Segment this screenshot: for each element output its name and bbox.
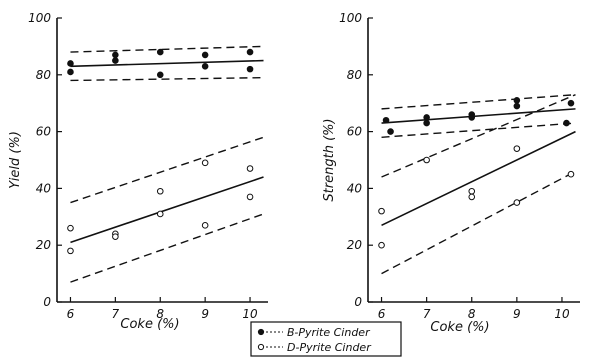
x-tick-label: 9 bbox=[201, 307, 209, 321]
b-pyrite-data-point bbox=[67, 68, 74, 76]
d-pyrite-data-point bbox=[567, 170, 575, 178]
b-pyrite-data-point bbox=[112, 51, 119, 59]
d-pyrite-data-point bbox=[201, 159, 209, 167]
d-pyrite-upper-band-line bbox=[381, 94, 576, 178]
legend-marker-b-pyrite bbox=[257, 328, 265, 336]
x-axis-title: Coke (%) bbox=[430, 320, 489, 335]
b-pyrite-data-point bbox=[387, 128, 394, 135]
y-tick-label: 0 bbox=[354, 295, 362, 309]
b-pyrite-data-point bbox=[513, 97, 521, 104]
x-axis-title: Coke (%) bbox=[120, 317, 179, 332]
d-pyrite-data-point bbox=[112, 233, 119, 240]
b-pyrite-data-point bbox=[201, 62, 209, 70]
b-pyrite-data-point bbox=[201, 51, 209, 59]
legend-marker-d-pyrite bbox=[257, 343, 265, 351]
y-tick-label: 100 bbox=[339, 11, 362, 25]
d-pyrite-lower-band-line bbox=[70, 213, 264, 283]
b-pyrite-data-point bbox=[423, 114, 430, 121]
d-pyrite-regression-line bbox=[70, 176, 264, 244]
d-pyrite-data-point bbox=[423, 156, 430, 164]
x-tick-label: 7 bbox=[423, 307, 431, 321]
b-pyrite-data-point bbox=[67, 60, 74, 67]
legend-label: B-Pyrite Cinder bbox=[287, 326, 371, 339]
x-tick-label: 7 bbox=[112, 307, 120, 321]
b-pyrite-data-point bbox=[246, 48, 254, 56]
d-pyrite-data-point bbox=[468, 187, 476, 195]
b-pyrite-data-point bbox=[423, 119, 430, 127]
yield-chart-panel: 0 20 40 60 80 100 6 7 8 9 10 Coke (%) Yield (%) bbox=[8, 11, 268, 332]
b-pyrite-regression-line bbox=[70, 59, 264, 68]
d-pyrite-data-point bbox=[201, 222, 209, 229]
d-pyrite-data-point bbox=[67, 224, 74, 232]
x-tick-label: 6 bbox=[67, 307, 75, 321]
d-pyrite-regression-line bbox=[381, 130, 576, 227]
d-pyrite-data-point bbox=[468, 193, 476, 201]
d-pyrite-data-point bbox=[513, 145, 521, 152]
d-pyrite-data-point bbox=[156, 210, 164, 218]
y-tick-label: 80 bbox=[36, 68, 52, 82]
y-tick-label: 40 bbox=[347, 181, 363, 195]
d-pyrite-data-point bbox=[378, 207, 385, 215]
x-tick-label: 9 bbox=[513, 307, 521, 321]
legend-label: D-Pyrite Cinder bbox=[287, 341, 372, 354]
b-pyrite-lower-band-line bbox=[381, 122, 576, 138]
y-axis-title: Strength (%) bbox=[322, 118, 337, 201]
b-pyrite-data-point bbox=[246, 65, 254, 73]
b-pyrite-data-point bbox=[513, 102, 521, 110]
legend: B-Pyrite Cinder D-Pyrite Cinder bbox=[250, 321, 402, 357]
b-pyrite-upper-band-line bbox=[70, 45, 264, 53]
b-pyrite-data-point bbox=[156, 71, 164, 79]
b-pyrite-data-point bbox=[156, 48, 164, 56]
d-pyrite-data-point bbox=[156, 187, 164, 195]
legend-box bbox=[250, 321, 402, 357]
y-axis-title: Yield (%) bbox=[8, 131, 23, 189]
y-tick-label: 0 bbox=[43, 295, 51, 309]
y-tick-label: 40 bbox=[36, 181, 52, 195]
strength-chart-panel: 0 20 40 60 80 100 6 7 8 9 10 Coke (%) Strength (%) bbox=[322, 11, 580, 335]
x-tick-label: 6 bbox=[378, 307, 386, 321]
y-tick-label: 20 bbox=[36, 238, 52, 252]
d-pyrite-data-point bbox=[513, 199, 521, 206]
x-tick-label: 8 bbox=[468, 307, 476, 321]
d-pyrite-data-point bbox=[67, 247, 74, 255]
y-tick-label: 80 bbox=[347, 68, 363, 82]
d-pyrite-upper-band-line bbox=[70, 136, 264, 204]
d-pyrite-data-point bbox=[246, 193, 254, 201]
b-pyrite-data-point bbox=[112, 57, 119, 64]
d-pyrite-data-point bbox=[378, 241, 385, 249]
b-pyrite-data-point bbox=[468, 114, 476, 121]
b-pyrite-upper-band-line bbox=[381, 93, 576, 110]
x-tick-label: 8 bbox=[156, 307, 164, 321]
d-pyrite-data-point bbox=[246, 165, 254, 172]
x-tick-label: 10 bbox=[242, 307, 258, 321]
b-pyrite-data-point bbox=[567, 99, 575, 107]
b-pyrite-lower-band-line bbox=[70, 76, 264, 82]
y-tick-label: 100 bbox=[28, 11, 51, 25]
y-tick-label: 20 bbox=[347, 238, 363, 252]
b-pyrite-data-point bbox=[563, 119, 570, 127]
y-tick-label: 60 bbox=[347, 125, 363, 139]
x-tick-label: 10 bbox=[554, 307, 570, 321]
b-pyrite-regression-line bbox=[381, 108, 576, 124]
b-pyrite-data-point bbox=[382, 116, 390, 124]
y-tick-label: 60 bbox=[36, 125, 52, 139]
d-pyrite-lower-band-line bbox=[381, 170, 576, 275]
